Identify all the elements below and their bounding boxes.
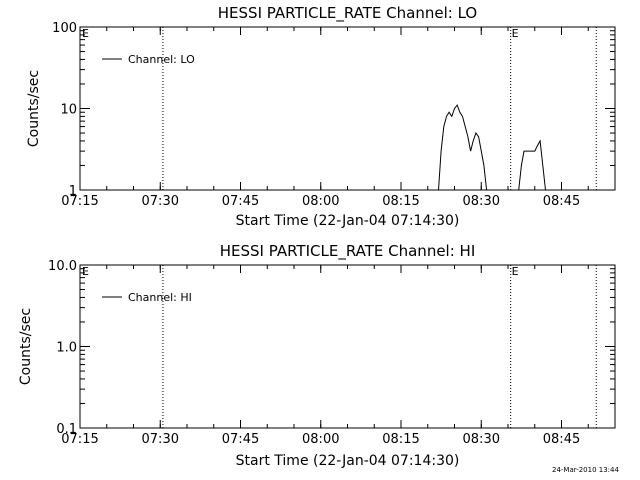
y-tick-label: 0.1 [56,422,77,437]
y-tick-label: 1.0 [56,341,77,356]
x-tick-label: 08:30 [463,194,500,209]
x-axis-label: Start Time (22-Jan-04 07:14:30) [236,453,460,469]
x-tick-label: 08:00 [302,194,339,209]
y-tick-label: 100 [52,21,77,36]
y-axis-label: Counts/sec [26,70,42,147]
series-line [518,139,546,191]
x-tick-label: 08:15 [382,432,419,447]
chart-title: HESSI PARTICLE_RATE Channel: LO [218,4,477,23]
x-tick-label: 07:30 [142,194,179,209]
x-tick-label: 07:45 [222,194,259,209]
x-tick-label: 08:45 [543,432,580,447]
x-tick-label: 08:15 [382,194,419,209]
x-tick-label: 08:00 [302,432,339,447]
y-tick-label: 1 [69,184,77,199]
footer-timestamp: 24-Mar-2010 13:44 [552,466,619,474]
time-marker-label: E [512,265,519,278]
x-tick-label: 07:15 [61,432,98,447]
plot-frame [79,264,616,429]
y-tick-label: 10.0 [48,259,77,274]
x-axis-label: Start Time (22-Jan-04 07:14:30) [236,213,460,229]
y-tick-label: 10 [60,103,77,118]
time-marker-label: E [512,27,519,40]
chart-title: HESSI PARTICLE_RATE Channel: HI [220,242,476,261]
x-tick-label: 08:45 [543,194,580,209]
x-tick-label: 08:30 [463,432,500,447]
plot-frame [79,26,616,191]
legend-label: Channel: LO [128,53,195,66]
y-axis-label: Counts/sec [18,308,34,385]
x-tick-label: 07:30 [142,432,179,447]
x-tick-label: 07:45 [222,432,259,447]
start-marker-label: E [82,27,89,40]
legend-label: Channel: HI [128,291,192,304]
x-tick-label: 07:15 [61,194,98,209]
start-marker-label: E [82,265,89,278]
series-line [438,104,488,191]
